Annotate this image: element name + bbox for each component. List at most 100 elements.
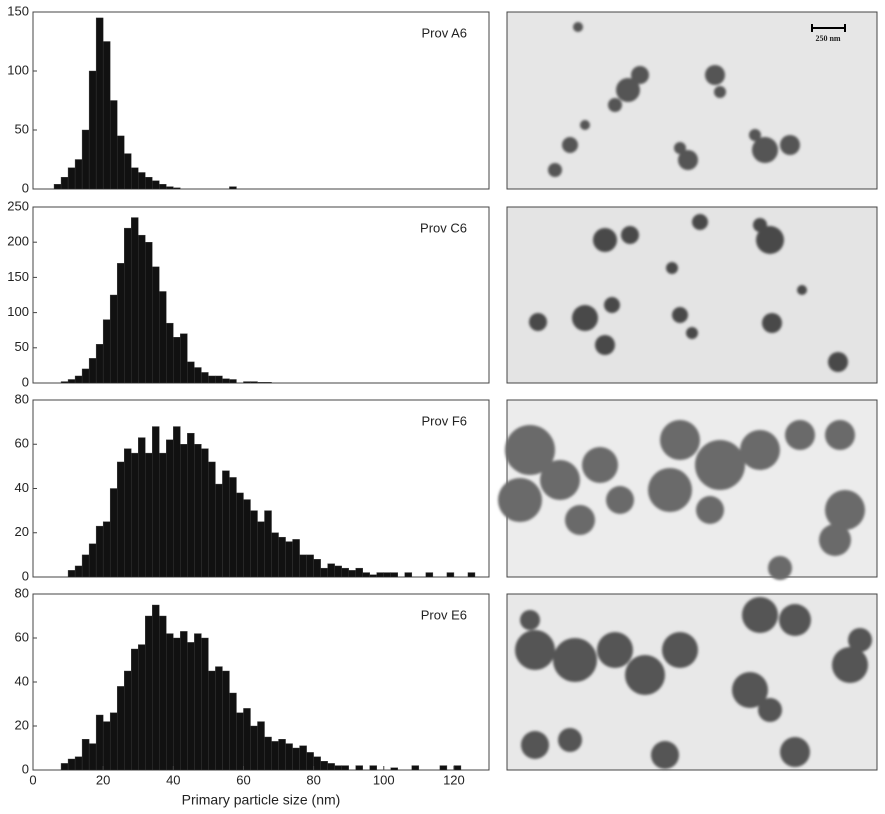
bar [74, 756, 83, 771]
bar [74, 375, 83, 384]
bar [116, 686, 125, 771]
bar [131, 648, 139, 771]
bar [95, 525, 104, 578]
bar [102, 721, 111, 771]
bar [411, 765, 420, 771]
y-tick-label: 0 [22, 568, 29, 583]
bar [88, 743, 97, 771]
bar [341, 765, 349, 771]
bar [404, 572, 413, 578]
bar [74, 565, 83, 578]
bar [313, 559, 321, 578]
scale-bar-label: 250 nm [815, 34, 840, 43]
bar [145, 241, 153, 384]
bar [320, 761, 328, 771]
bar [102, 521, 111, 578]
bar [67, 570, 76, 578]
histogram-panel: 0 20 40 60 80 0 20 40 60 80 100 120 Prov E6 Primary p… [15, 585, 490, 808]
bar [109, 488, 118, 578]
bar [285, 541, 293, 578]
bar [131, 167, 139, 190]
bar [159, 184, 167, 190]
bar [341, 567, 349, 578]
bar [299, 554, 307, 578]
bar [116, 263, 125, 384]
bar [222, 378, 230, 384]
y-tick-label: 60 [15, 629, 29, 644]
bar [166, 186, 174, 190]
bar [88, 543, 97, 578]
histogram-panel: 0 50 100 150 Prov A6 [7, 3, 490, 195]
bar [271, 532, 279, 578]
bar [194, 444, 202, 578]
bar [152, 604, 160, 771]
bar [201, 372, 209, 384]
bar [138, 172, 146, 190]
bar [145, 176, 153, 190]
bar [81, 368, 90, 384]
tem-image-a6: 250 nm [506, 11, 878, 190]
bar [173, 187, 181, 190]
x-axis-label: Primary particle size (nm) [182, 792, 341, 808]
bar [271, 741, 279, 771]
y-tick-label: 150 [7, 269, 29, 284]
bar [215, 375, 223, 384]
panel-label: Prov F6 [421, 413, 467, 428]
bar [152, 426, 160, 578]
panel-label: Prov A6 [421, 25, 467, 40]
bar [123, 670, 132, 771]
bar [376, 572, 384, 578]
bar [138, 644, 146, 771]
bar [116, 461, 125, 578]
y-tick-label: 60 [15, 436, 29, 451]
bar [362, 572, 370, 578]
bar [60, 176, 69, 190]
bar [95, 714, 104, 771]
bar [109, 712, 118, 771]
bar [159, 291, 167, 384]
bar [53, 184, 62, 190]
bar [152, 180, 160, 190]
bar [81, 554, 90, 578]
x-tick-label: 60 [236, 772, 250, 787]
y-tick-label: 0 [22, 180, 29, 195]
bar [88, 358, 97, 384]
bar [166, 439, 174, 578]
bar [60, 763, 69, 771]
bar [180, 444, 188, 578]
bar [264, 382, 272, 384]
bar [229, 186, 237, 190]
bar [243, 381, 251, 384]
bar [257, 521, 265, 578]
bar [74, 159, 83, 190]
histogram-panel: 0 20 40 60 80 Prov F6 [15, 391, 490, 583]
bar [208, 375, 216, 384]
bar [187, 432, 195, 578]
bar [123, 227, 132, 384]
bar [187, 642, 195, 771]
y-tick-label: 100 [7, 62, 29, 77]
bar [355, 567, 363, 578]
bar [208, 461, 216, 578]
bar [67, 758, 76, 771]
bar [180, 631, 188, 771]
bar [194, 633, 202, 771]
y-tick-label: 0 [22, 374, 29, 389]
bar [67, 379, 76, 384]
bar [439, 765, 448, 771]
x-tick-label: 40 [166, 772, 180, 787]
bar [355, 765, 363, 771]
bar [390, 767, 398, 771]
bar [229, 379, 237, 384]
bar [222, 670, 230, 771]
bar [166, 633, 174, 771]
bar [264, 510, 272, 578]
bar [95, 17, 104, 190]
bar [383, 572, 391, 578]
bar [173, 637, 181, 771]
bar [173, 426, 181, 578]
bar [60, 381, 69, 384]
plot-area [32, 206, 490, 384]
bar [243, 499, 251, 578]
y-tick-label: 0 [22, 761, 29, 776]
